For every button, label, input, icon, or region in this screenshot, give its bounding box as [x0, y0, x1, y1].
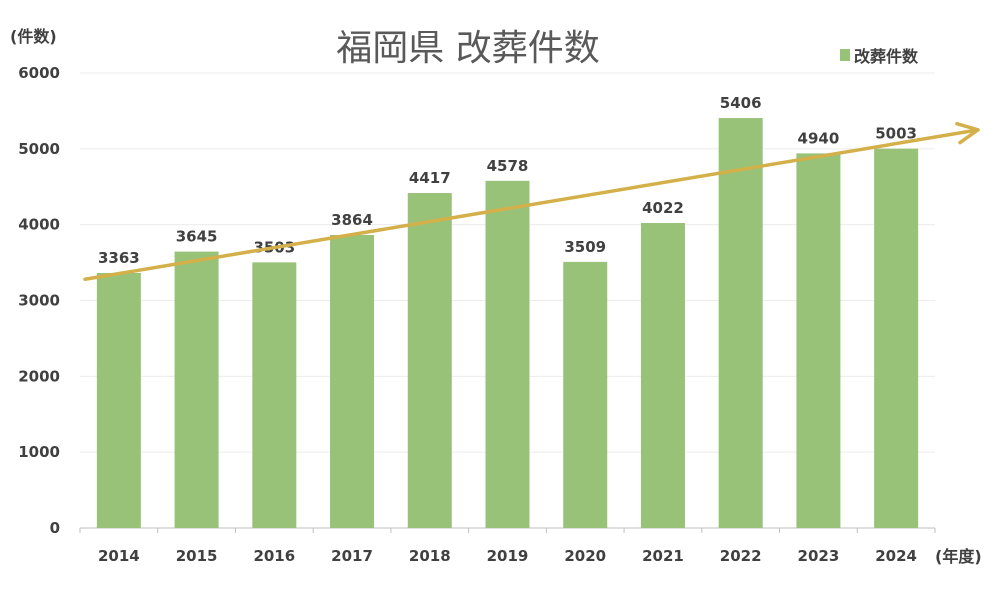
- y-axis-label: (件数): [10, 27, 57, 46]
- y-tick-label: 4000: [18, 216, 60, 234]
- legend: 改葬件数: [840, 47, 919, 66]
- trend-arrow-line: [83, 128, 980, 282]
- bar-2020: [563, 261, 608, 528]
- y-tick-label: 1000: [18, 443, 60, 461]
- trend-arrowhead-icon: [955, 121, 980, 145]
- x-tick-label: 2014: [98, 547, 140, 565]
- bar-2024: [874, 148, 919, 528]
- bar-2022: [718, 118, 763, 529]
- y-tick-label: 6000: [18, 64, 60, 82]
- bar-2017: [330, 234, 375, 529]
- data-label-2021: 4022: [642, 199, 684, 217]
- data-label-2020: 3509: [564, 238, 606, 256]
- data-label-2024: 5003: [875, 125, 917, 143]
- data-label-2017: 3864: [331, 211, 373, 229]
- chart-title: 福岡県 改葬件数: [336, 28, 599, 69]
- x-tick-label: 2018: [409, 547, 451, 565]
- x-tick-label: 2019: [487, 547, 529, 565]
- legend-label: 改葬件数: [854, 47, 919, 66]
- x-tick-label: 2021: [642, 547, 684, 565]
- legend-swatch: [840, 49, 850, 61]
- y-tick-label: 2000: [18, 367, 60, 385]
- x-tick-label: 2016: [253, 547, 295, 565]
- bar-2023: [796, 153, 841, 528]
- x-tick-label: 2024: [875, 547, 917, 565]
- data-label-2015: 3645: [176, 228, 218, 246]
- data-label-2022: 5406: [720, 94, 762, 112]
- bar-2018: [407, 193, 452, 528]
- x-tick-label: 2022: [720, 547, 762, 565]
- data-label-2019: 4578: [487, 157, 529, 175]
- x-axis-label: (年度): [935, 547, 982, 566]
- data-label-2014: 3363: [98, 249, 140, 267]
- x-tick-label: 2023: [798, 547, 840, 565]
- data-label-2023: 4940: [798, 129, 840, 147]
- y-tick-label: 0: [50, 519, 60, 537]
- x-tick-label: 2017: [331, 547, 373, 565]
- bar-2019: [485, 180, 530, 528]
- y-tick-label: 5000: [18, 140, 60, 158]
- bar-2016: [252, 262, 297, 528]
- x-tick-label: 2015: [176, 547, 218, 565]
- y-tick-label: 3000: [18, 292, 60, 310]
- bar-2015: [174, 251, 219, 528]
- bar-2014: [96, 272, 141, 528]
- x-tick-label: 2020: [564, 547, 606, 565]
- data-label-2018: 4417: [409, 169, 451, 187]
- bar-2021: [640, 222, 685, 528]
